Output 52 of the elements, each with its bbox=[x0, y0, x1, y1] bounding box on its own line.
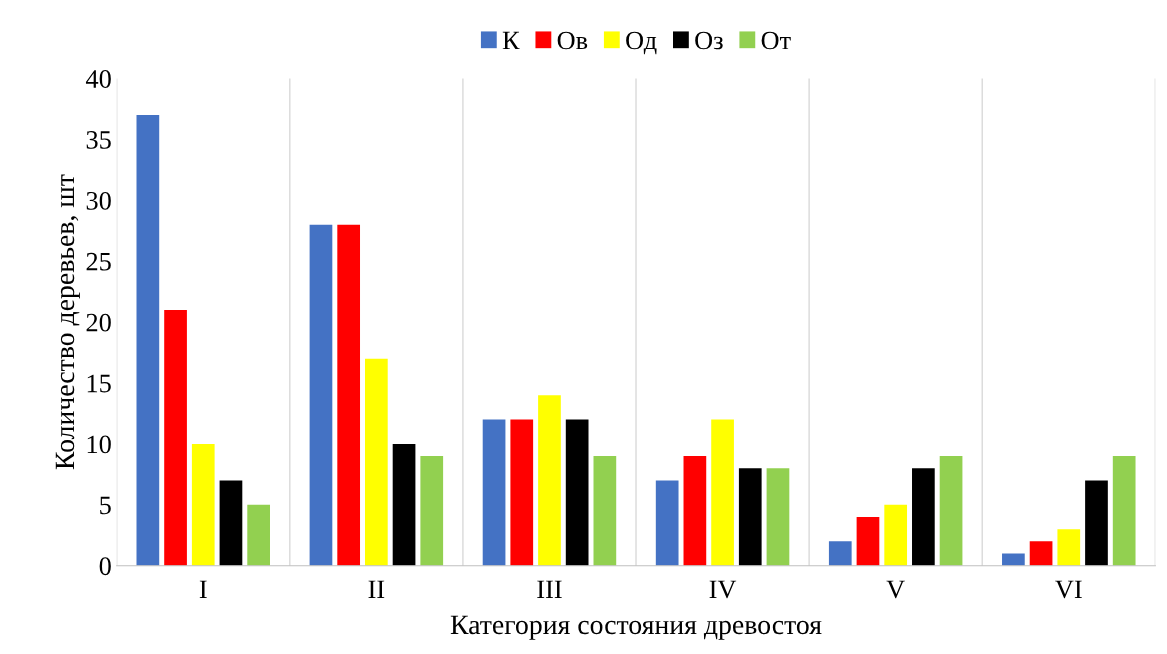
y-tick-label: 5 bbox=[100, 496, 111, 515]
bar bbox=[1112, 456, 1136, 566]
bar bbox=[655, 480, 679, 566]
bar bbox=[1085, 480, 1108, 566]
bar bbox=[392, 443, 416, 566]
bar bbox=[219, 480, 243, 566]
bar bbox=[309, 224, 333, 566]
bar bbox=[1057, 529, 1081, 566]
bar bbox=[1029, 541, 1053, 566]
bar bbox=[538, 395, 561, 566]
x-tick-label: IV bbox=[709, 580, 737, 599]
y-tick-label: 0 bbox=[99, 557, 111, 576]
x-tick-label: III bbox=[537, 580, 562, 598]
bar bbox=[191, 443, 215, 566]
bar bbox=[565, 419, 589, 566]
x-tick-label: V bbox=[886, 580, 905, 599]
bar bbox=[738, 468, 762, 566]
bar bbox=[856, 516, 880, 566]
y-axis-title: Количество деревьев, шт bbox=[55, 174, 80, 470]
bar bbox=[510, 419, 534, 566]
x-axis-title: Категория состояния древостоя bbox=[450, 615, 822, 640]
bar bbox=[912, 468, 935, 566]
legend-label: От bbox=[761, 31, 791, 50]
y-tick-label: 35 bbox=[86, 131, 111, 149]
bar bbox=[164, 309, 187, 566]
bar bbox=[939, 456, 963, 566]
legend-label: Оз bbox=[695, 31, 723, 50]
bar bbox=[482, 419, 506, 566]
bar bbox=[136, 115, 160, 566]
y-tick-label: 25 bbox=[86, 252, 111, 271]
bar bbox=[593, 456, 617, 566]
bar bbox=[420, 456, 444, 566]
bar bbox=[365, 358, 388, 566]
y-tick-label: 20 bbox=[86, 313, 111, 332]
bar bbox=[1002, 553, 1025, 566]
legend-label: Ов bbox=[557, 31, 588, 50]
bar bbox=[683, 456, 707, 566]
y-tick-label: 30 bbox=[86, 191, 111, 210]
legend-label: К bbox=[502, 31, 520, 50]
legend-label: Од bbox=[626, 31, 657, 55]
bar bbox=[711, 419, 734, 566]
bar bbox=[884, 504, 908, 566]
y-tick-label: 40 bbox=[85, 70, 111, 88]
bar bbox=[247, 504, 270, 566]
bar bbox=[766, 468, 790, 566]
x-tick-label: I bbox=[199, 580, 207, 598]
y-tick-label: 10 bbox=[87, 435, 111, 454]
x-tick-label: VI bbox=[1055, 580, 1082, 599]
y-tick-label: 15 bbox=[87, 374, 111, 393]
bar bbox=[828, 541, 852, 566]
bar bbox=[337, 224, 361, 566]
x-tick-label: II bbox=[368, 580, 385, 598]
